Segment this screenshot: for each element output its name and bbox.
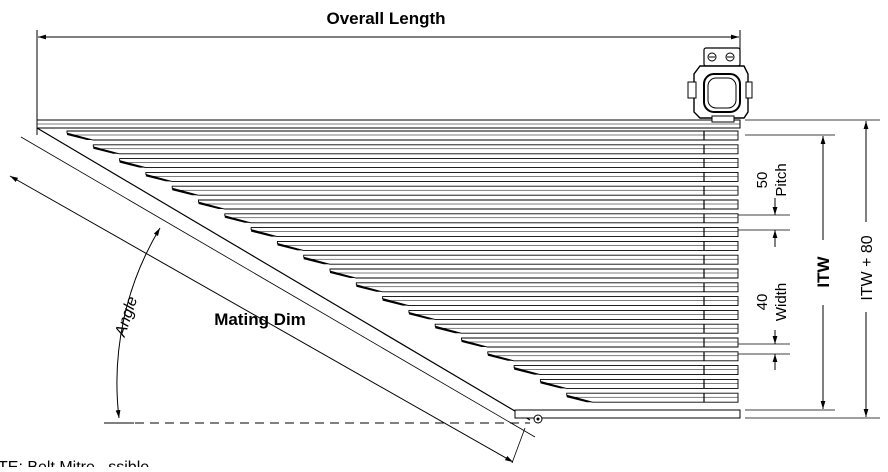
slat-shadow [514, 367, 541, 375]
belt-slats [66, 130, 739, 403]
pitch-label: Pitch [773, 163, 790, 196]
angle-label: Angle [112, 294, 141, 339]
belt-slat [250, 227, 739, 238]
belt-slat [92, 144, 739, 155]
pitch-width-dimensions: 50 Pitch 40 Width [738, 163, 790, 370]
slat-shadow [119, 160, 146, 168]
width-label: Width [773, 283, 790, 321]
belt-slat [66, 130, 739, 141]
belt-slat [329, 268, 739, 279]
slat-shadow [67, 133, 93, 140]
belt-slat [145, 171, 739, 182]
slat-shadow [566, 395, 593, 403]
width-value: 40 [754, 294, 771, 311]
overall-length-label: Overall Length [326, 9, 445, 28]
itw-plus-dimension: ITW + 80 [745, 119, 880, 419]
belt-slat [171, 185, 739, 196]
belt-slat [487, 351, 739, 362]
belt-slat [119, 158, 739, 169]
mating-dim-label: Mating Dim [214, 310, 306, 329]
belt-slat [513, 365, 739, 376]
belt-slat [382, 296, 739, 307]
mating-dimension: Mating Dim [9, 136, 536, 464]
belt-slat [539, 378, 739, 389]
footnote: TE: Belt Mitre ..ssible [0, 459, 149, 467]
belt-slat [276, 240, 739, 251]
itw-label: ITW [814, 255, 833, 287]
itw-plus-label: ITW + 80 [859, 235, 876, 300]
motor-icon [687, 47, 753, 123]
overall-length-dimension: Overall Length [36, 9, 741, 120]
top-frame [36, 119, 741, 129]
belt-slat [198, 199, 739, 210]
bottom-frame [120, 409, 741, 424]
slat-shadow [540, 381, 567, 389]
slat-shadow [93, 146, 120, 154]
belt-slat [355, 282, 739, 293]
belt-slat [434, 323, 739, 334]
belt-slat [303, 254, 739, 265]
belt-slat [461, 337, 739, 348]
belt-slat [224, 213, 739, 224]
belt-slat [408, 309, 739, 320]
itw-dimension: ITW [745, 134, 835, 411]
belt-slat [566, 392, 739, 403]
pitch-value: 50 [754, 172, 771, 189]
angle-dimension: Angle [104, 227, 161, 424]
